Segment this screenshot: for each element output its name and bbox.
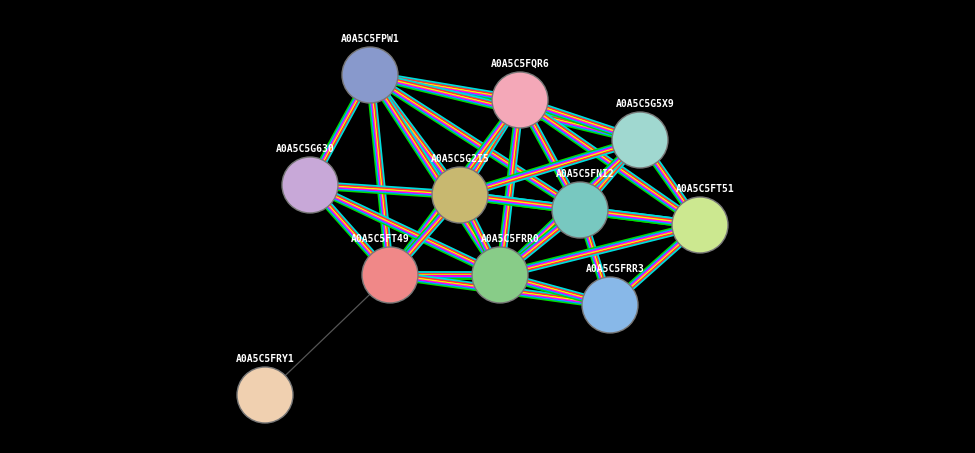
Circle shape — [342, 47, 398, 103]
Circle shape — [672, 197, 728, 253]
Circle shape — [237, 367, 293, 423]
Circle shape — [282, 157, 338, 213]
Circle shape — [472, 247, 528, 303]
Text: A0A5C5G5X9: A0A5C5G5X9 — [615, 99, 675, 109]
Circle shape — [612, 112, 668, 168]
Text: A0A5C5FT49: A0A5C5FT49 — [351, 234, 410, 244]
Text: A0A5C5G630: A0A5C5G630 — [276, 144, 334, 154]
Text: A0A5C5FRR3: A0A5C5FRR3 — [586, 264, 644, 274]
Text: A0A5C5G2I5: A0A5C5G2I5 — [431, 154, 489, 164]
Text: A0A5C5FNI2: A0A5C5FNI2 — [556, 169, 614, 179]
Text: A0A5C5FRY1: A0A5C5FRY1 — [236, 354, 294, 364]
Circle shape — [492, 72, 548, 128]
Circle shape — [552, 182, 608, 238]
Text: A0A5C5FT51: A0A5C5FT51 — [676, 184, 734, 194]
Circle shape — [362, 247, 418, 303]
Text: A0A5C5FPW1: A0A5C5FPW1 — [340, 34, 400, 44]
Circle shape — [582, 277, 638, 333]
Text: A0A5C5FQR6: A0A5C5FQR6 — [490, 59, 549, 69]
Text: A0A5C5FRR0: A0A5C5FRR0 — [481, 234, 539, 244]
Circle shape — [432, 167, 488, 223]
